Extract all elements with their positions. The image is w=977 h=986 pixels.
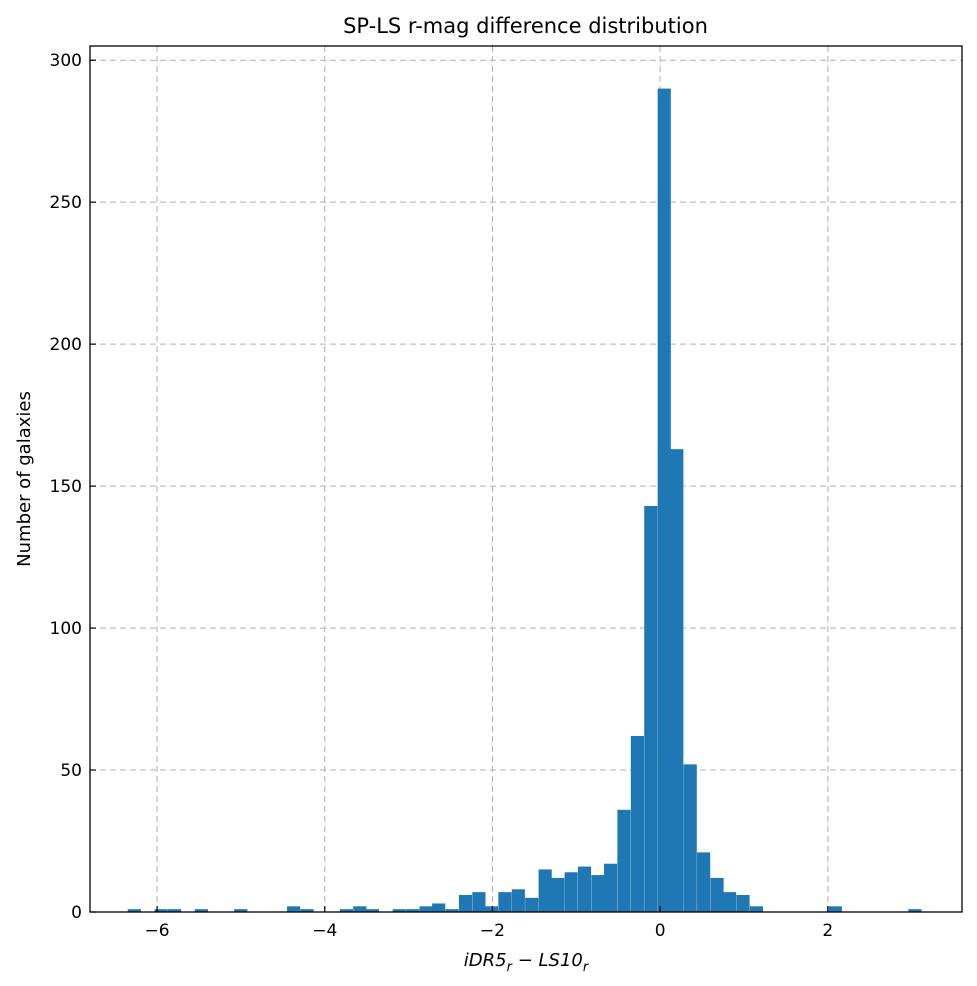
histogram-bar (908, 909, 922, 912)
x-tick-label: −6 (145, 921, 170, 941)
histogram-bar (167, 909, 182, 912)
histogram-bar (564, 872, 578, 912)
histogram-bar (630, 735, 644, 912)
chart-title: SP-LS r-mag difference distribution (343, 14, 708, 38)
x-axis-label-sub2: r (583, 960, 590, 975)
histogram-bar (749, 906, 764, 912)
x-tick-label: −2 (480, 921, 505, 941)
histogram-bar (445, 909, 459, 912)
y-tick-label: 300 (50, 51, 82, 71)
x-axis-label: iDR5r − LS10r (464, 950, 590, 975)
histogram-bar (670, 449, 684, 912)
y-tick-label: 150 (50, 477, 82, 497)
x-axis-label-term1: iDR5 (464, 950, 507, 971)
histogram-bar (127, 909, 141, 912)
histogram-bar (365, 909, 380, 912)
histogram-bar (538, 869, 552, 912)
histogram-bar (723, 892, 737, 912)
histogram-bar (657, 88, 671, 913)
histogram-bar (683, 764, 697, 912)
histogram-bar (525, 897, 539, 912)
y-tick-label: 100 (50, 619, 82, 639)
histogram-bar (577, 866, 592, 912)
histogram-bars (127, 88, 922, 913)
plot-area-frame (89, 45, 963, 913)
histogram-bar (458, 894, 473, 912)
histogram-bar (644, 505, 658, 912)
histogram-bar (472, 892, 486, 912)
histogram-bar (484, 906, 499, 912)
x-axis-label-sub1: r (507, 960, 514, 975)
y-tick-label: 200 (50, 335, 82, 355)
histogram-bar (736, 894, 750, 912)
y-tick-label: 0 (71, 903, 82, 923)
x-axis-label-term2: LS10 (539, 950, 583, 971)
y-tick-labels: 0 50 100 150 200 250 300 (50, 51, 82, 923)
histogram-bar (154, 909, 168, 912)
y-tick-label: 50 (60, 761, 82, 781)
histogram-bar (392, 909, 406, 912)
histogram-bar (300, 909, 314, 912)
histogram-bar (287, 906, 301, 912)
histogram-bar (697, 852, 711, 912)
histogram-bar (234, 909, 248, 912)
histogram-bar (710, 877, 724, 912)
grid-lines (90, 46, 962, 912)
histogram-bar (551, 877, 565, 912)
histogram-bar (339, 909, 354, 912)
histogram-bar (603, 863, 618, 912)
histogram-bar (498, 892, 512, 912)
histogram-bar (419, 906, 433, 912)
histogram-bar (432, 903, 446, 912)
x-tick-label: −4 (312, 921, 337, 941)
histogram-bar (353, 906, 367, 912)
x-axis-label-minus: − (512, 950, 539, 971)
histogram-bar (194, 909, 208, 912)
x-tick-label: 2 (822, 921, 833, 941)
y-axis-label: Number of galaxies (14, 391, 35, 567)
histogram-bar (828, 906, 842, 912)
axis-ticks (90, 59, 829, 913)
histogram-bar (617, 809, 631, 912)
y-tick-label: 250 (50, 193, 82, 213)
histogram-bar (511, 889, 525, 912)
x-tick-label: 0 (655, 921, 666, 941)
histogram-bar (406, 909, 420, 912)
x-tick-labels: −6 −4 −2 0 2 (145, 921, 834, 941)
histogram-bar (591, 875, 605, 912)
